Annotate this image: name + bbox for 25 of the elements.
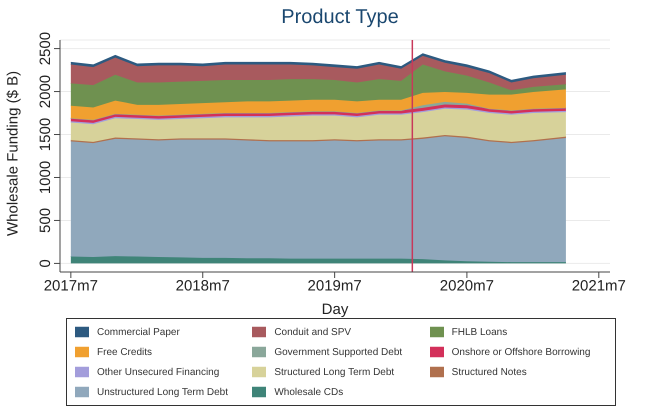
y-tick-label: 0 <box>37 259 54 268</box>
legend-label: Other Unsecured Financing <box>97 366 220 378</box>
chart-title: Product Type <box>280 6 400 29</box>
legend-label: Government Supported Debt <box>274 346 402 358</box>
x-tick-label: 2017m7 <box>44 278 98 295</box>
legend-label: Onshore or Offshore Borrowing <box>452 346 590 358</box>
x-tick-label: 2020m7 <box>440 278 494 295</box>
y-tick-label: 1500 <box>37 118 54 152</box>
y-tick-label: 1000 <box>37 160 54 194</box>
legend-label: Commercial Paper <box>97 326 180 338</box>
y-tick-label: 2000 <box>37 74 54 108</box>
y-tick-label: 500 <box>37 208 54 233</box>
legend-label: Structured Notes <box>452 366 527 378</box>
legend-label: Unstructured Long Term Debt <box>97 386 228 398</box>
legend-label: Structured Long Term Debt <box>274 366 394 378</box>
legend-label: Wholesale CDs <box>274 386 344 398</box>
y-axis-title: Wholesale Funding ($ B) <box>4 70 22 236</box>
x-tick-label: 2021m7 <box>572 278 626 295</box>
x-tick-label: 2019m7 <box>308 278 362 295</box>
y-tick-label: 2500 <box>37 32 54 66</box>
legend-label: Free Credits <box>97 346 152 358</box>
legend-label: FHLB Loans <box>452 326 508 338</box>
legend-label: Conduit and SPV <box>274 326 352 338</box>
x-tick-label: 2018m7 <box>176 278 230 295</box>
x-axis-title: Day <box>322 301 349 318</box>
